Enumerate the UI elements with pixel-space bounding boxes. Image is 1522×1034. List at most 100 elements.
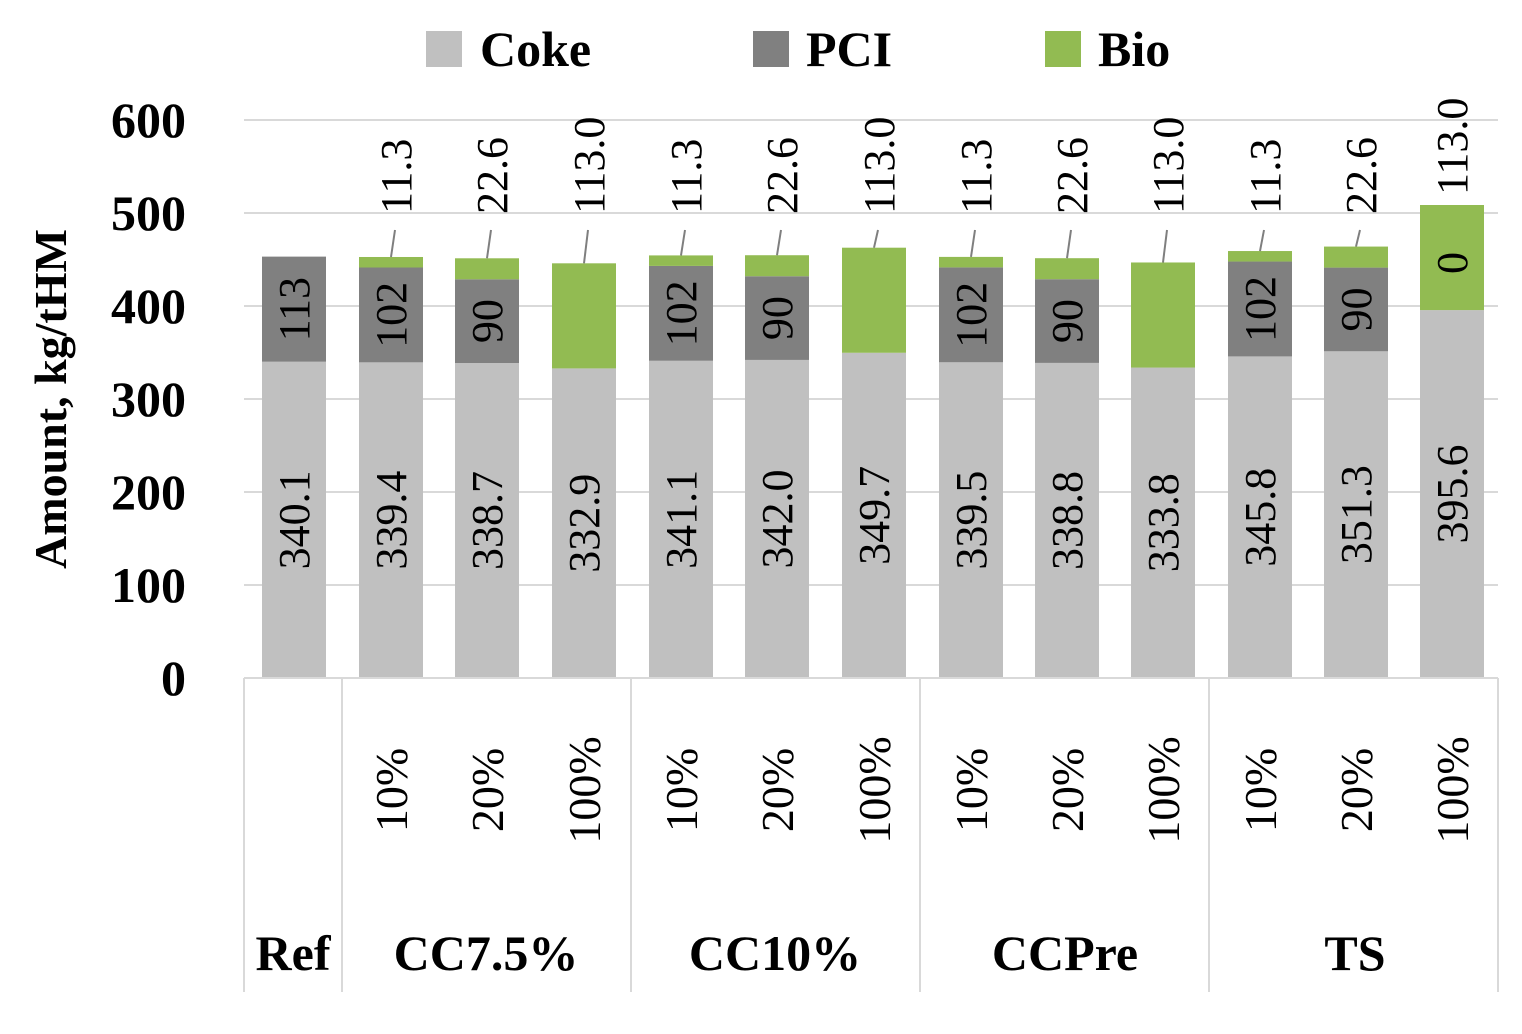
coke-value-label: 339.5 bbox=[947, 471, 996, 570]
y-tick-label: 500 bbox=[111, 185, 186, 241]
y-tick-label: 0 bbox=[161, 650, 186, 706]
bio-leader-line bbox=[583, 229, 589, 264]
bio-value-label: 113.0 bbox=[1144, 117, 1193, 214]
bio-leader-line bbox=[680, 229, 686, 256]
pci-bar-segment bbox=[359, 267, 423, 363]
coke-bar-segment bbox=[1228, 356, 1292, 678]
x-subcategory-label: 20% bbox=[1042, 748, 1093, 832]
bio-leader-line bbox=[970, 229, 976, 258]
coke-value-label: 342.0 bbox=[753, 469, 802, 568]
pci-value-label: 90 bbox=[753, 296, 802, 340]
bio-value-label: 22.6 bbox=[1337, 137, 1386, 214]
bio-leader-line bbox=[486, 229, 492, 259]
x-subcategory-label: 10% bbox=[656, 748, 707, 832]
bio-bar-segment bbox=[1420, 205, 1484, 311]
x-subcategory-label: 20% bbox=[462, 748, 513, 832]
coke-bar-segment bbox=[455, 363, 519, 678]
coke-bar-segment bbox=[1035, 362, 1099, 678]
coke-bar-segment bbox=[649, 360, 713, 678]
bio-value-label: 11.3 bbox=[1241, 139, 1290, 214]
coke-value-label: 338.8 bbox=[1043, 471, 1092, 570]
x-group-label: CCPre bbox=[992, 925, 1138, 981]
coke-value-label: 332.9 bbox=[560, 474, 609, 573]
coke-value-label: 333.8 bbox=[1139, 473, 1188, 572]
pci-value-label: 102 bbox=[657, 280, 706, 346]
bio-value-label: 11.3 bbox=[372, 139, 421, 214]
bio-leader-line bbox=[1259, 229, 1265, 252]
y-axis-title: Amount, kg/tHM bbox=[25, 229, 76, 569]
coke-bar-segment bbox=[1324, 351, 1388, 678]
bio-value-label: 113.0 bbox=[855, 117, 904, 214]
legend-swatch-pci bbox=[753, 31, 789, 67]
bio-bar-segment bbox=[939, 256, 1003, 268]
bio-bar-segment bbox=[1131, 262, 1195, 368]
pci-bar-segment bbox=[649, 265, 713, 361]
pci-value-label: 0 bbox=[1428, 252, 1477, 274]
x-subcategory-label: 100% bbox=[559, 736, 610, 843]
x-group-label: CC10% bbox=[689, 925, 861, 981]
bio-leader-line bbox=[1355, 229, 1361, 247]
coke-bar-segment bbox=[939, 362, 1003, 678]
bio-bar-segment bbox=[455, 258, 519, 280]
bio-value-label: 11.3 bbox=[952, 139, 1001, 214]
legend-label-bio: Bio bbox=[1098, 21, 1170, 77]
y-tick-label: 300 bbox=[111, 371, 186, 427]
coke-bar-segment bbox=[552, 368, 616, 678]
bio-bar-segment bbox=[359, 256, 423, 268]
bio-leader-line bbox=[390, 229, 396, 258]
pci-bar-segment bbox=[1228, 261, 1292, 357]
coke-value-label: 345.8 bbox=[1236, 468, 1285, 567]
y-tick-label: 200 bbox=[111, 464, 186, 520]
legend-swatch-coke bbox=[426, 31, 462, 67]
pci-bar-segment bbox=[1324, 267, 1388, 352]
bio-bar-segment bbox=[745, 255, 809, 277]
bio-value-label: 113.0 bbox=[565, 117, 614, 214]
pci-value-label: 102 bbox=[947, 282, 996, 348]
coke-value-label: 395.6 bbox=[1428, 445, 1477, 544]
coke-value-label: 340.1 bbox=[270, 470, 319, 569]
x-subcategory-label: 10% bbox=[946, 748, 997, 832]
x-group-label: Ref bbox=[256, 925, 332, 981]
coke-bar-segment bbox=[745, 359, 809, 678]
x-group-label: TS bbox=[1324, 925, 1385, 981]
pci-value-label: 90 bbox=[1332, 287, 1381, 331]
bio-value-label: 22.6 bbox=[1048, 137, 1097, 214]
pci-bar-segment bbox=[939, 267, 1003, 363]
bio-leader-line bbox=[873, 229, 879, 248]
x-subcategory-label: 10% bbox=[1235, 748, 1286, 832]
bio-bar-segment bbox=[649, 255, 713, 266]
x-subcategory-label: 10% bbox=[366, 748, 417, 832]
bio-leader-line bbox=[1162, 229, 1168, 263]
y-tick-label: 100 bbox=[111, 557, 186, 613]
x-subcategory-label: 100% bbox=[1427, 736, 1478, 843]
pci-value-label: 113 bbox=[270, 277, 319, 341]
bio-bar-segment bbox=[552, 263, 616, 369]
legend-label-coke: Coke bbox=[480, 21, 591, 77]
x-subcategory-label: 100% bbox=[1138, 736, 1189, 843]
pci-value-label: 90 bbox=[1043, 299, 1092, 343]
y-tick-label: 400 bbox=[111, 278, 186, 334]
bio-bar-segment bbox=[1228, 251, 1292, 262]
bio-value-label: 22.6 bbox=[468, 137, 517, 214]
coke-value-label: 351.3 bbox=[1332, 465, 1381, 564]
legend-swatch-bio bbox=[1045, 31, 1081, 67]
bio-bar-segment bbox=[842, 247, 906, 353]
coke-bar-segment bbox=[1131, 367, 1195, 678]
coke-bar-segment bbox=[262, 361, 326, 678]
pci-value-label: 90 bbox=[463, 299, 512, 343]
pci-bar-segment bbox=[455, 279, 519, 364]
x-group-label: CC7.5% bbox=[394, 925, 579, 981]
coke-bar-segment bbox=[842, 352, 906, 678]
coke-value-label: 338.7 bbox=[463, 471, 512, 570]
bio-bar-segment bbox=[1035, 258, 1099, 280]
x-subcategory-label: 100% bbox=[849, 736, 900, 843]
bio-leader-line bbox=[1066, 229, 1072, 259]
pci-bar-segment bbox=[1035, 279, 1099, 363]
coke-bar-segment bbox=[359, 362, 423, 678]
bio-value-label: 113.0 bbox=[1428, 98, 1477, 195]
bio-value-label: 11.3 bbox=[662, 139, 711, 214]
coke-bar-segment bbox=[1420, 310, 1484, 678]
coke-value-label: 339.4 bbox=[367, 471, 416, 570]
